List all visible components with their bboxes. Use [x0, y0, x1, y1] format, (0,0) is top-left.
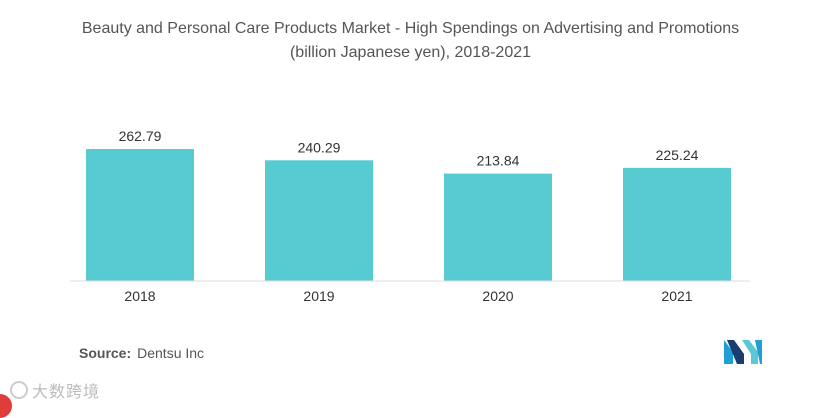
- x-tick-label-2020: 2020: [482, 288, 513, 304]
- value-label-2018: 262.79: [119, 128, 162, 144]
- chart-title-line-2: (billion Japanese yen), 2018-2021: [289, 44, 532, 61]
- mordor-intelligence-logo-icon: [724, 340, 762, 364]
- bar-2021: [623, 167, 731, 281]
- source-note: Source: Dentsu Inc: [79, 345, 204, 361]
- value-label-2020: 213.84: [477, 153, 520, 169]
- bar-2020: [444, 173, 552, 281]
- source-label: Source:: [79, 345, 132, 361]
- value-label-2021: 225.24: [656, 147, 699, 163]
- bar-2018: [86, 149, 194, 281]
- value-label-2019: 240.29: [298, 139, 341, 155]
- x-tick-label-2019: 2019: [303, 288, 334, 304]
- bars-layer: [86, 149, 731, 281]
- chart-title: Beauty and Personal Care Products Market…: [0, 17, 821, 65]
- bar-chart: 262.79 240.29 213.84 225.24 2018 2019 2020 202…: [70, 128, 750, 304]
- tick-labels-layer: 2018 2019 2020 2021: [124, 288, 692, 304]
- x-tick-label-2021: 2021: [661, 288, 692, 304]
- value-labels-layer: 262.79 240.29 213.84 225.24: [119, 128, 699, 169]
- x-tick-label-2018: 2018: [124, 288, 155, 304]
- bar-2019: [265, 160, 373, 281]
- watermark-text: 大数跨境: [32, 384, 101, 401]
- watermark-icon: [10, 381, 28, 399]
- chart-title-line-1: Beauty and Personal Care Products Market…: [81, 20, 740, 37]
- source-text: Dentsu Inc: [137, 345, 205, 361]
- watermark: 大数跨境: [10, 378, 100, 402]
